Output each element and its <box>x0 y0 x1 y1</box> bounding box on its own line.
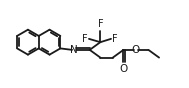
Text: N: N <box>70 45 77 55</box>
Text: F: F <box>98 19 103 29</box>
Text: O: O <box>119 64 128 74</box>
Text: F: F <box>112 34 118 44</box>
Text: F: F <box>82 34 88 44</box>
Text: O: O <box>132 45 140 55</box>
